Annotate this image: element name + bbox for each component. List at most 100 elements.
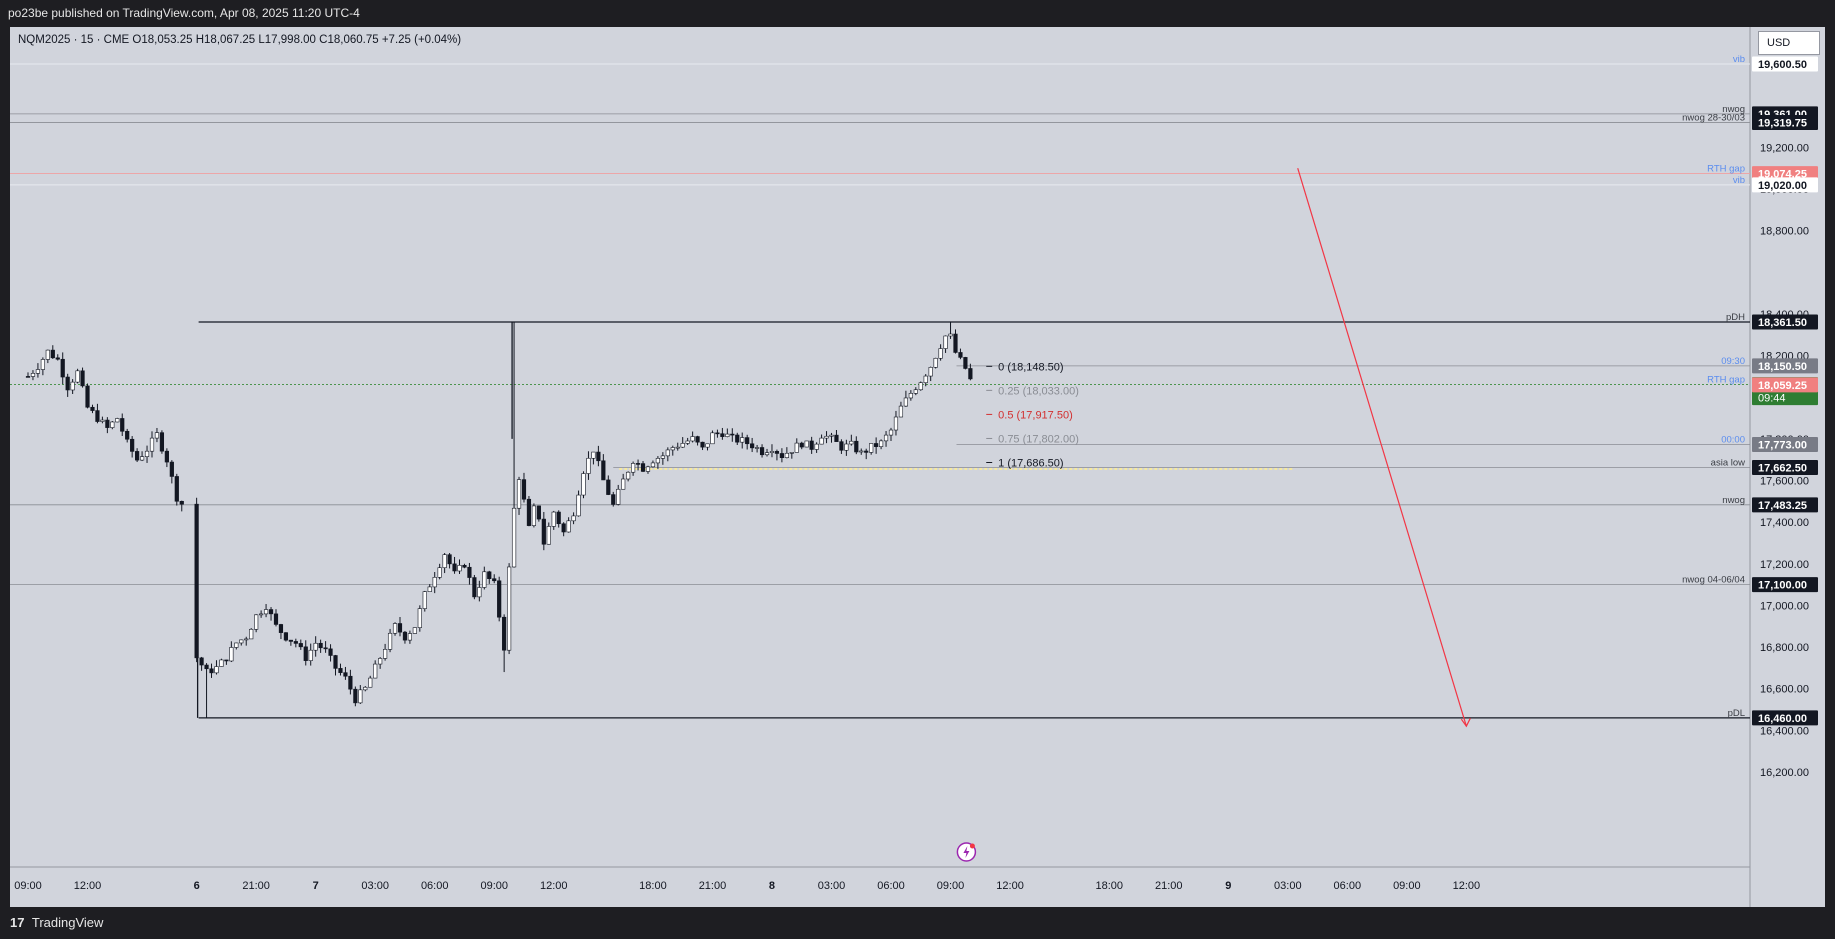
candles-group [25, 321, 973, 718]
candle-body [422, 591, 427, 609]
candle-body [606, 479, 611, 495]
time-tick-label: 7 [313, 880, 319, 892]
candle-body [804, 440, 809, 448]
legend-low: L17,998.00 [258, 34, 316, 46]
candle-body [784, 452, 789, 458]
candle-body [328, 648, 333, 656]
candle-body [427, 586, 432, 592]
candle-body [655, 458, 660, 464]
tradingview-brand[interactable]: TradingView [31, 915, 104, 930]
level-label: nwog [1722, 104, 1745, 115]
candle-body [898, 405, 904, 418]
level-label: vib [1733, 175, 1745, 186]
candle-body [432, 577, 437, 588]
currency-selector[interactable]: USD [1758, 31, 1820, 55]
time-tick-label: 8 [769, 880, 775, 892]
candle-body [516, 479, 522, 509]
fib-level-label: 1 (17,686.50) [998, 458, 1063, 470]
level-label: nwog 28-30/03 [1682, 112, 1745, 123]
candle-body [928, 367, 933, 377]
time-tick-label: 09:00 [937, 880, 965, 892]
candle-body [883, 434, 889, 442]
time-tick-label: 12:00 [74, 880, 102, 892]
candle-body [650, 462, 656, 468]
candle-body [859, 450, 864, 453]
candle-body [169, 461, 174, 477]
candle-body [149, 437, 155, 452]
candle-body [447, 554, 452, 565]
legend-symbol[interactable]: NQM2025 · 15 · CME [18, 34, 130, 46]
candle-body [968, 368, 973, 380]
candle-body [551, 511, 556, 527]
price-chart[interactable]: 16,200.00 16,400.00 16,600.00 16,800.00 17,0… [10, 27, 1825, 907]
candle-body [273, 613, 279, 625]
candle-body [759, 447, 765, 456]
candle-body [908, 393, 913, 399]
fib-level-label: 0.5 (17,917.50) [998, 409, 1073, 421]
candle-body [958, 352, 963, 358]
candle-body [318, 642, 323, 649]
candle-body [70, 381, 75, 391]
candle-body [115, 418, 120, 423]
candle-body [869, 443, 874, 453]
candle-body [611, 494, 616, 505]
candle-body [854, 440, 859, 453]
price-tick-label: 16,600.00 [1760, 684, 1809, 696]
time-tick-label: 12:00 [1453, 880, 1481, 892]
countdown-label: 09:44 [1758, 393, 1786, 405]
candle-body [298, 643, 303, 648]
candle-body [417, 608, 422, 628]
candle-body [254, 614, 259, 630]
price-tick-label: 17,600.00 [1760, 476, 1809, 488]
candle-body [903, 397, 908, 407]
candle-body [442, 554, 447, 569]
candle-body [50, 349, 55, 359]
level-label: asia low [1711, 458, 1745, 469]
candle-body [963, 357, 968, 369]
time-tick-label: 03:00 [1274, 880, 1302, 892]
candle-body [750, 443, 755, 449]
price-tag [1752, 436, 1818, 452]
candle-body [457, 564, 462, 572]
candle-body [268, 609, 274, 615]
lightning-bolt-icon [963, 846, 970, 858]
candle-body [794, 442, 799, 453]
candle-body [556, 511, 561, 525]
candle-body [343, 672, 348, 677]
candle-body [685, 440, 690, 444]
candle-body [834, 434, 839, 442]
candle-body [769, 451, 775, 453]
candle-body [387, 632, 393, 650]
candle-body [249, 628, 254, 640]
candle-body [680, 443, 685, 448]
candle-body [373, 663, 378, 679]
candle-body [829, 434, 834, 437]
time-tick-label: 09:00 [14, 880, 42, 892]
candle-body [60, 358, 65, 378]
candle-body [333, 655, 338, 669]
candle-body [219, 659, 224, 667]
candle-body [308, 649, 313, 661]
fib-level-label: 0.75 (17,802.00) [998, 433, 1079, 445]
candle-body [913, 389, 918, 394]
time-tick-label: 6 [194, 880, 200, 892]
candle-body [40, 359, 45, 370]
chart-panel[interactable]: 16,200.00 16,400.00 16,600.00 16,800.00 17,0… [10, 27, 1825, 907]
level-label: vib [1733, 54, 1745, 65]
candle-body [878, 440, 884, 447]
time-tick-label: 21:00 [699, 880, 727, 892]
candle-body [497, 580, 502, 618]
price-tag-label: 16,460.00 [1758, 713, 1807, 725]
candle-body [278, 624, 284, 633]
price-tag [1752, 710, 1818, 726]
time-tick-label: 9 [1225, 880, 1231, 892]
level-label: 09:30 [1721, 356, 1745, 367]
candle-body [452, 563, 457, 572]
candle-body [715, 432, 720, 435]
time-tick-label: 21:00 [1155, 880, 1183, 892]
candle-body [923, 375, 928, 384]
candle-body [953, 333, 958, 353]
time-tick-label: 09:00 [1393, 880, 1421, 892]
candle-body [596, 451, 601, 462]
legend-change: +7.25 (+0.04%) [381, 34, 462, 46]
